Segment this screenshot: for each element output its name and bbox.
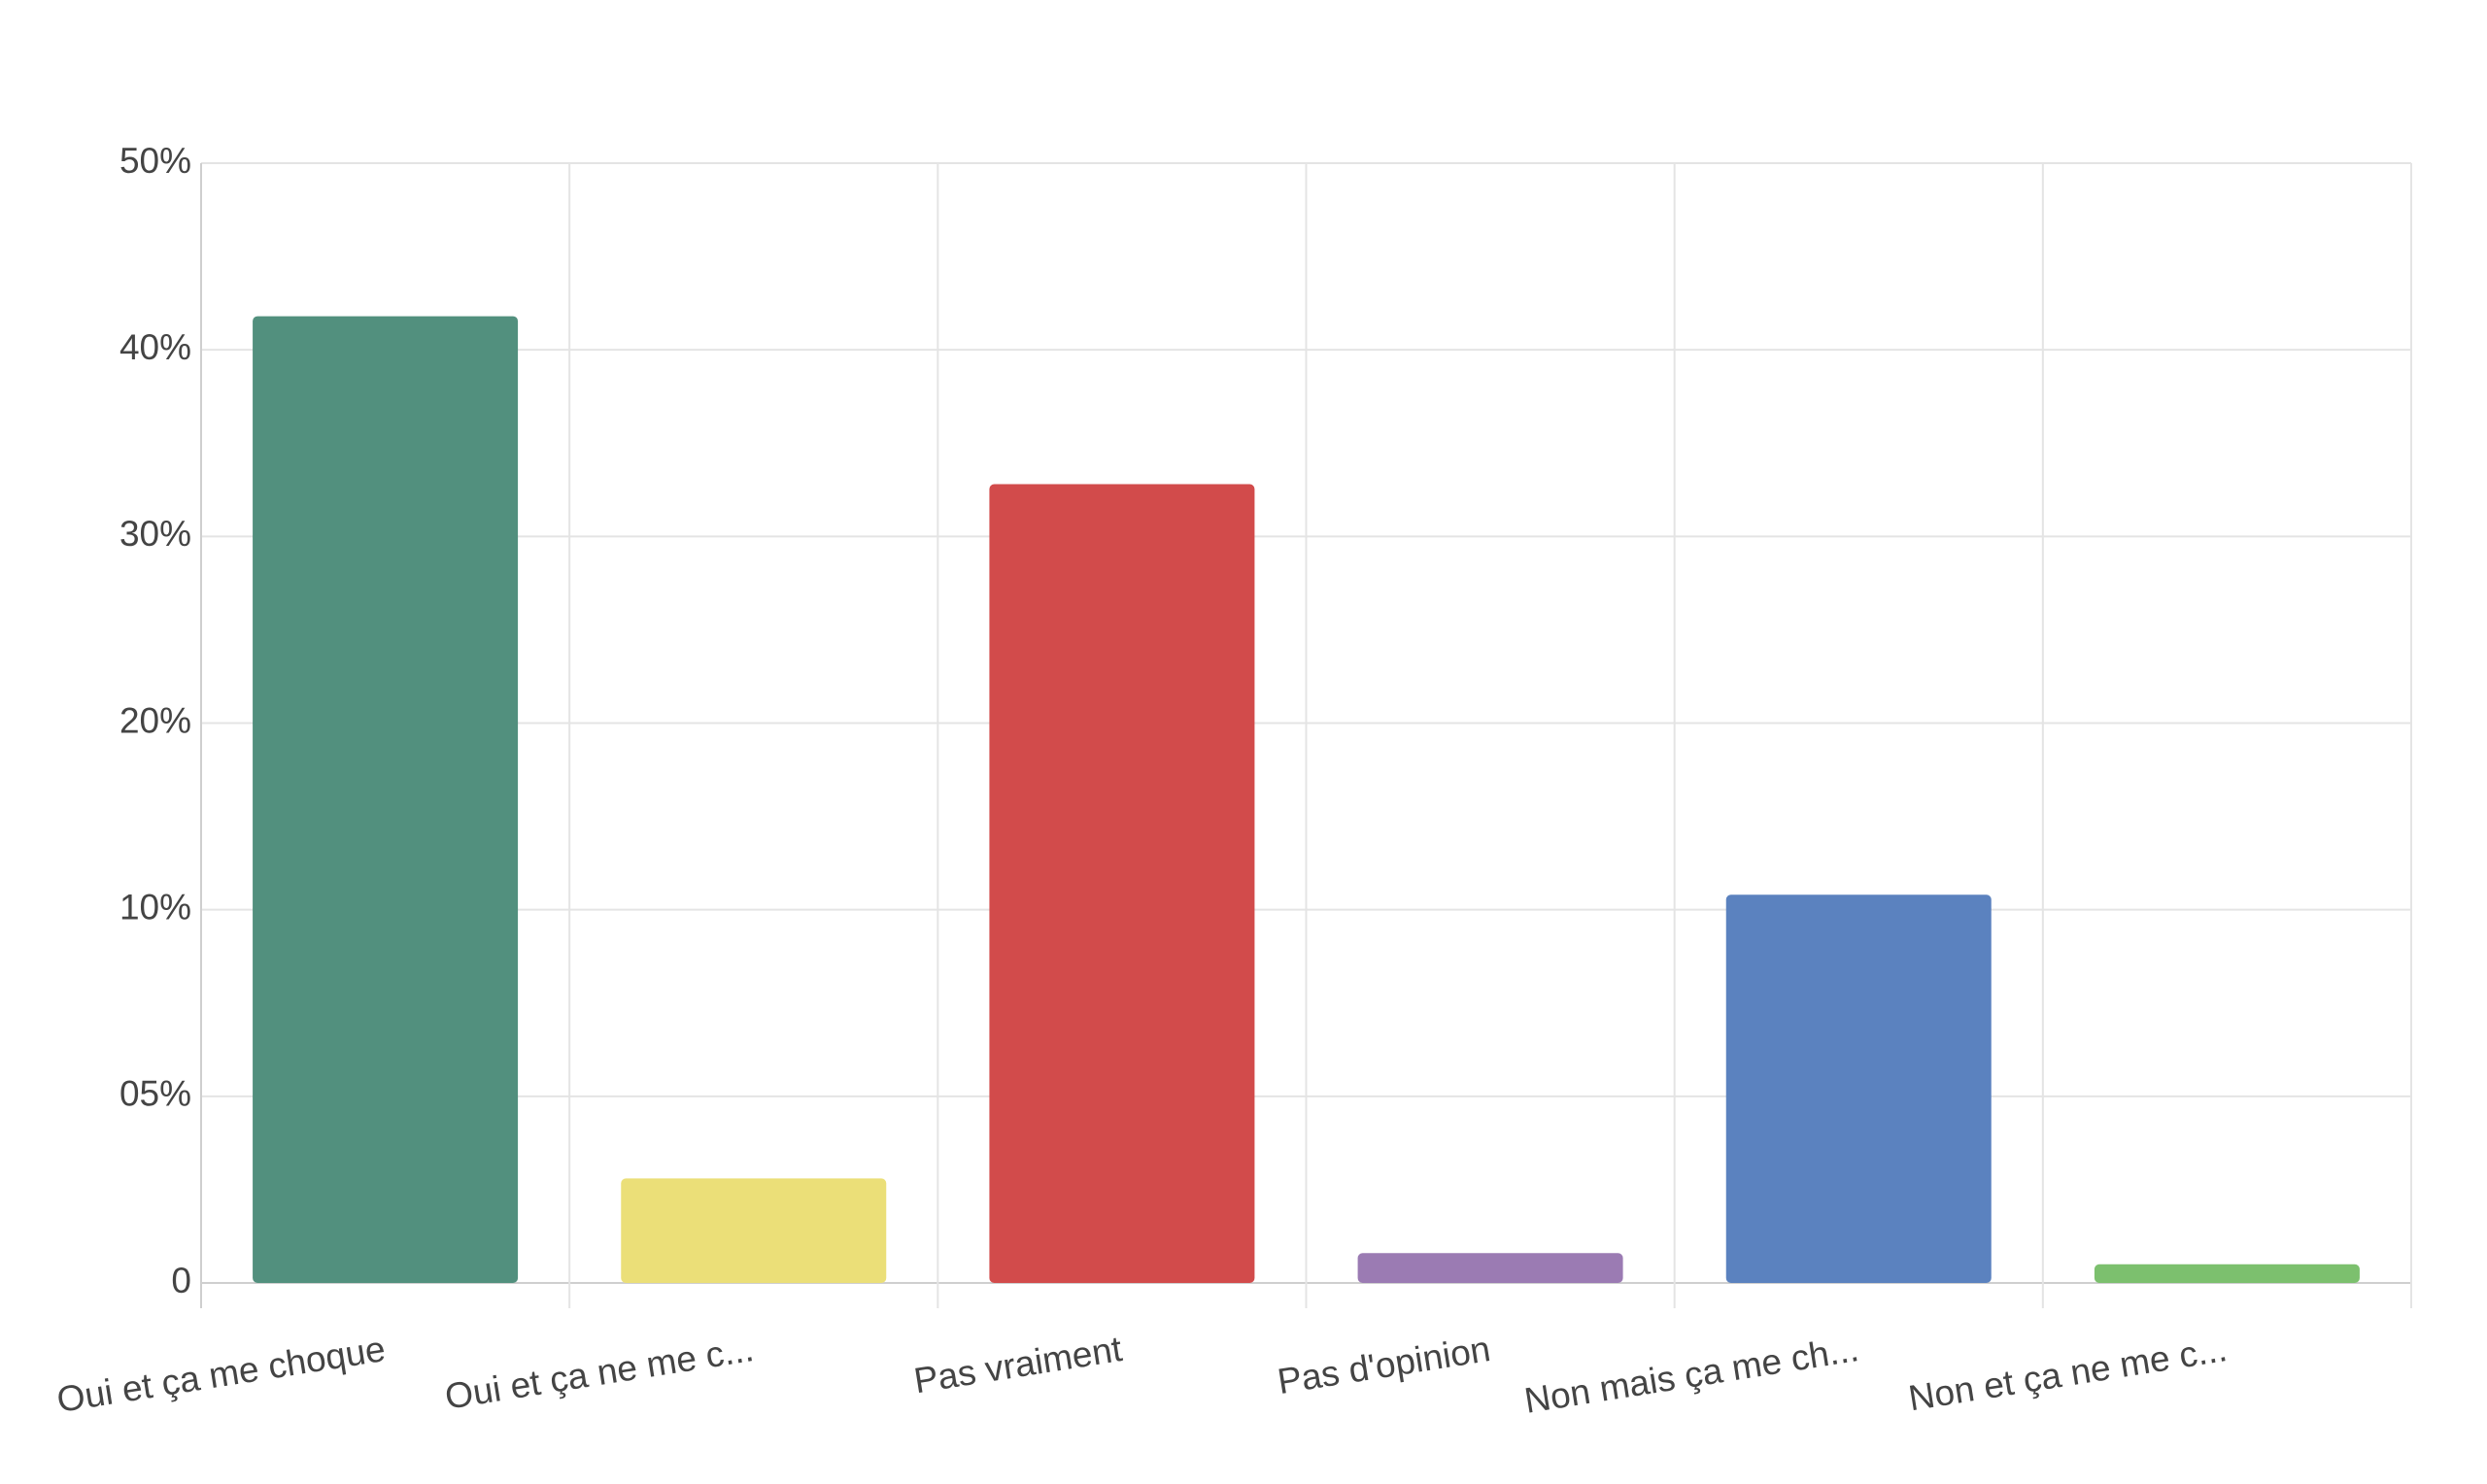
bar (1725, 894, 1992, 1283)
x-tick-label: Pas d'opinion (1275, 1329, 1493, 1401)
y-tick-label: 30% (119, 514, 191, 554)
x-tick-label: Non mais ça me ch... (1521, 1329, 1861, 1421)
bar (989, 484, 1255, 1283)
y-tick-label: 40% (119, 327, 191, 367)
x-tick-label: Oui et ça ne me c... (442, 1329, 756, 1417)
y-tick-label: 05% (119, 1074, 191, 1114)
y-tick-label: 50% (119, 141, 191, 181)
y-tick-label: 0 (171, 1261, 191, 1300)
bar (621, 1178, 887, 1283)
y-tick-label: 20% (119, 700, 191, 740)
y-tick-label: 10% (119, 887, 191, 927)
x-tick-label: Non et ça ne me c... (1906, 1329, 2230, 1418)
x-tick-label: Pas vraiment (911, 1329, 1125, 1400)
bar (253, 316, 519, 1283)
bar (2094, 1264, 2360, 1283)
x-tick-label: Oui et ça me choque (54, 1329, 389, 1420)
bar (1357, 1253, 1623, 1283)
